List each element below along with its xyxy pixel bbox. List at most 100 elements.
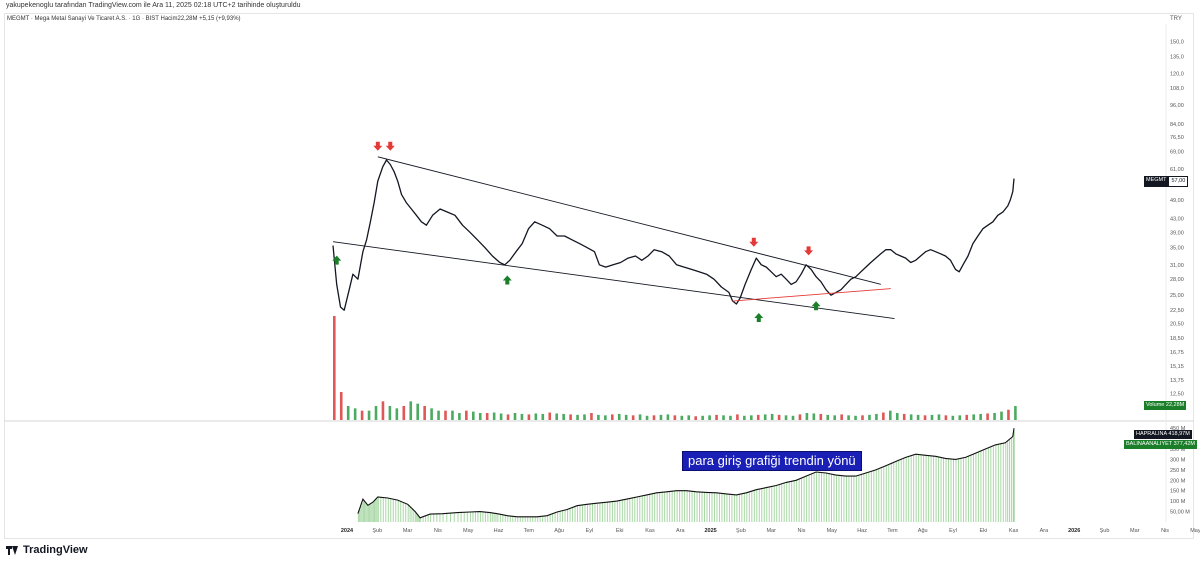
volume-bar [492, 412, 496, 420]
flow-histogram-bar [472, 511, 474, 522]
flow-histogram-bar [669, 491, 671, 522]
flow-histogram-bar [689, 490, 691, 522]
flow-histogram-bar [766, 487, 768, 522]
flow-histogram-bar [430, 514, 432, 522]
flow-histogram-bar [606, 502, 608, 522]
flow-axis-tick-label: 350 M [1170, 447, 1186, 453]
flow-histogram-bar [559, 511, 561, 522]
flow-histogram-bar [997, 444, 999, 522]
flow-histogram-bar [604, 502, 606, 522]
volume-bar [951, 415, 955, 420]
flow-line [357, 428, 1015, 519]
flow-histogram-bar [957, 458, 959, 522]
flow-histogram-bar [392, 499, 394, 522]
flow-histogram-bar [925, 455, 927, 522]
volume-bar [770, 413, 774, 420]
flow-histogram-bar [509, 516, 511, 522]
flow-histogram-bar [992, 445, 994, 522]
flow-histogram-bar [634, 497, 636, 522]
flow-histogram-bar [875, 469, 877, 522]
time-axis-tick-label: Eyl [586, 528, 594, 534]
price-axis-tick-label: 18,50 [1170, 336, 1184, 342]
flow-histogram-bar [860, 474, 862, 522]
time-axis-tick-label: Eyl [949, 528, 957, 534]
flow-histogram-bar [549, 514, 551, 522]
volume-bar [666, 414, 670, 420]
volume-bar [687, 415, 691, 420]
flow-histogram-bar [858, 475, 860, 522]
volume-bar [465, 410, 468, 420]
volume-bar [395, 408, 399, 420]
flow-histogram-bar [923, 455, 925, 522]
flow-histogram-bar [469, 511, 471, 522]
volume-bar [979, 413, 982, 420]
flow-histogram-bar [502, 514, 504, 522]
flow-histogram-bar [823, 472, 825, 522]
volume-bar [777, 414, 781, 420]
flow-histogram-bar [372, 502, 374, 522]
price-axis-tick-label: 108,0 [1170, 86, 1184, 92]
flow-histogram-bar [686, 490, 688, 522]
volume-bar [840, 414, 843, 420]
volume-bar [416, 403, 419, 420]
flow-histogram-bar [699, 491, 701, 522]
flow-histogram-bar [928, 455, 930, 522]
volume-bar [812, 413, 816, 420]
time-axis-tick-label: Tem [524, 528, 535, 534]
flow-histogram-bar [611, 501, 613, 522]
flow-histogram-bar [446, 513, 448, 522]
time-axis-tick-label: Eki [979, 528, 987, 534]
down-arrow-marker [804, 246, 814, 256]
flow-histogram-bar [773, 486, 775, 522]
tradingview-logo[interactable]: TradingView [6, 544, 88, 556]
up-arrow-marker [502, 275, 512, 285]
flow-histogram-bar [582, 505, 583, 522]
down-arrow-marker [749, 237, 759, 247]
flow-histogram-bar [674, 490, 676, 522]
flow-histogram-bar [407, 504, 409, 522]
flow-histogram-bar [484, 512, 486, 522]
volume-bar [576, 414, 579, 420]
symbol-legend[interactable]: MEGMT · Mega Metal Sanayi Ve Ticaret A.S… [7, 16, 241, 22]
volume-bar [861, 415, 864, 420]
time-axis-tick-label: May [1190, 528, 1200, 534]
volume-bar [367, 410, 371, 420]
flow-histogram-bar [514, 516, 516, 522]
flow-histogram-bar [671, 491, 673, 522]
time-axis-tick-label: Mar [766, 528, 776, 534]
flow-histogram-bar [731, 494, 733, 522]
flow-histogram-bar [427, 515, 429, 522]
price-axis-tick-label: 84,00 [1170, 122, 1184, 128]
flow-histogram-bar [781, 483, 783, 522]
flow-histogram-bar [599, 502, 601, 522]
flow-histogram-bar [584, 504, 586, 522]
flow-histogram-bar [977, 452, 979, 522]
flow-histogram-bar [579, 505, 581, 522]
flow-histogram-bar [758, 489, 760, 522]
flow-histogram-bar [395, 499, 397, 522]
volume-bar [909, 414, 913, 420]
flow-histogram-bar [656, 492, 658, 522]
flow-histogram-bar [838, 475, 840, 522]
tradingview-logo-icon [6, 545, 19, 555]
flow-histogram-bar [457, 512, 459, 522]
price-axis-tick-label: 12,50 [1170, 391, 1184, 397]
flow-histogram-bar [831, 474, 832, 522]
volume-bar [451, 410, 454, 420]
volume-bar [423, 405, 426, 420]
flow-histogram-bar [664, 492, 666, 522]
flow-histogram-bar [883, 466, 885, 522]
volume-bar [972, 414, 975, 420]
price-axis-tick-label: 22,50 [1170, 308, 1184, 314]
flow-histogram-bar [898, 460, 900, 522]
flow-histogram-bar [390, 498, 392, 522]
annotation-note[interactable]: para giriş grafiği trendin yönü [682, 451, 862, 471]
flow-histogram-bar [636, 496, 638, 522]
flow-histogram-bar [933, 456, 935, 522]
volume-bar [604, 415, 607, 420]
flow-histogram-bar [995, 444, 997, 522]
lower-trendline [332, 241, 895, 320]
flow-histogram-bar [684, 490, 686, 522]
flow-histogram-bar [948, 458, 950, 522]
